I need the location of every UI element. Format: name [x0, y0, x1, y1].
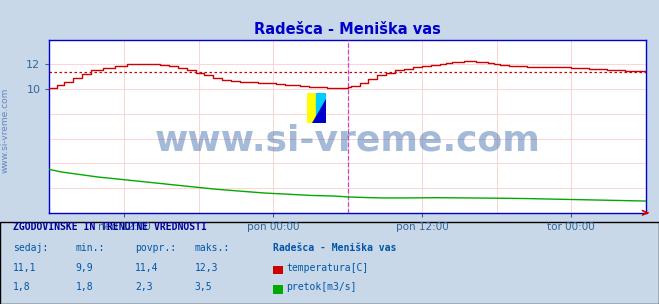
Text: 12,3: 12,3 [194, 263, 218, 273]
Text: min.:: min.: [76, 243, 105, 253]
Text: 11,1: 11,1 [13, 263, 37, 273]
Text: 11,4: 11,4 [135, 263, 159, 273]
Text: ZGODOVINSKE IN TRENUTNE VREDNOSTI: ZGODOVINSKE IN TRENUTNE VREDNOSTI [13, 222, 207, 232]
Text: 1,8: 1,8 [13, 282, 31, 292]
Title: Radešca - Meniška vas: Radešca - Meniška vas [254, 22, 441, 37]
Text: Radešca - Meniška vas: Radešca - Meniška vas [273, 243, 397, 253]
Text: 9,9: 9,9 [76, 263, 94, 273]
Text: povpr.:: povpr.: [135, 243, 176, 253]
Text: 3,5: 3,5 [194, 282, 212, 292]
Text: maks.:: maks.: [194, 243, 229, 253]
Text: 1,8: 1,8 [76, 282, 94, 292]
Bar [307, 93, 316, 123]
Text: www.si-vreme.com: www.si-vreme.com [1, 88, 10, 173]
Text: temperatura[C]: temperatura[C] [286, 263, 368, 273]
Text: 2,3: 2,3 [135, 282, 153, 292]
Bar [316, 93, 326, 123]
Text: www.si-vreme.com: www.si-vreme.com [155, 123, 540, 157]
Polygon shape [312, 99, 326, 123]
Text: sedaj:: sedaj: [13, 243, 48, 253]
Text: pretok[m3/s]: pretok[m3/s] [286, 282, 357, 292]
